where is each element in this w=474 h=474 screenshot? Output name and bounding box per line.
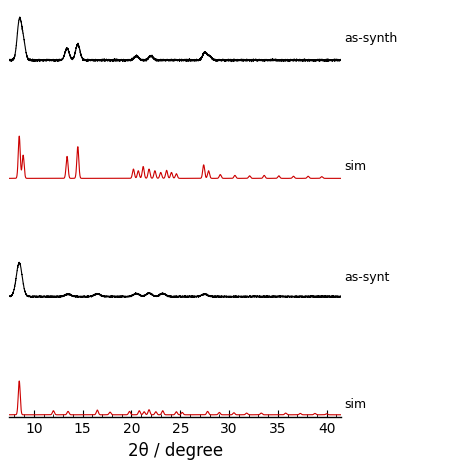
Text: sim: sim [344, 160, 366, 173]
Text: as-synth: as-synth [344, 32, 398, 46]
Text: sim: sim [344, 399, 366, 411]
X-axis label: 2θ / degree: 2θ / degree [128, 442, 223, 459]
Text: as-synt: as-synt [344, 271, 390, 284]
